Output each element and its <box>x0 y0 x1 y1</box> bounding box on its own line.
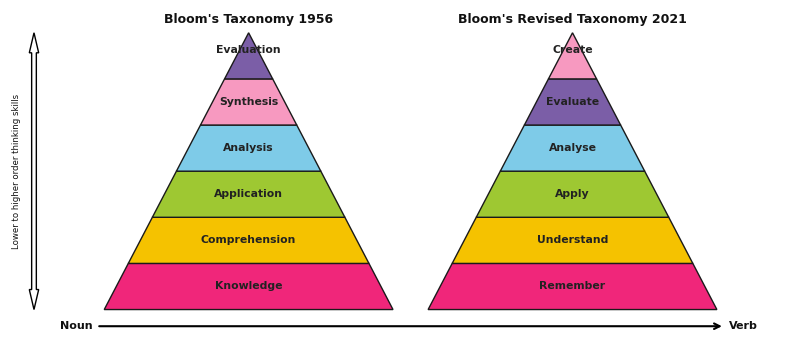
Text: Knowledge: Knowledge <box>215 281 282 292</box>
Text: Remember: Remember <box>539 281 605 292</box>
Text: Comprehension: Comprehension <box>201 235 296 245</box>
Text: Verb: Verb <box>729 321 758 331</box>
Text: Lower to higher order thinking skills: Lower to higher order thinking skills <box>13 94 21 249</box>
Polygon shape <box>128 217 369 263</box>
Polygon shape <box>524 79 621 125</box>
Text: Analysis: Analysis <box>223 143 274 153</box>
Polygon shape <box>501 125 645 171</box>
Polygon shape <box>105 263 393 310</box>
Text: Analyse: Analyse <box>549 143 597 153</box>
Text: Bloom's Revised Taxonomy 2021: Bloom's Revised Taxonomy 2021 <box>458 13 687 26</box>
Polygon shape <box>29 33 39 310</box>
Text: Evaluation: Evaluation <box>216 45 281 55</box>
Polygon shape <box>225 33 273 79</box>
Polygon shape <box>200 79 297 125</box>
Text: Apply: Apply <box>555 189 590 199</box>
Polygon shape <box>549 33 597 79</box>
Text: Evaluate: Evaluate <box>546 97 599 107</box>
Text: Understand: Understand <box>537 235 608 245</box>
Polygon shape <box>476 171 669 217</box>
Polygon shape <box>452 217 692 263</box>
Polygon shape <box>152 171 345 217</box>
Text: Create: Create <box>553 45 593 55</box>
Polygon shape <box>428 263 717 310</box>
Text: Bloom's Taxonomy 1956: Bloom's Taxonomy 1956 <box>164 13 333 26</box>
Text: Noun: Noun <box>60 321 93 331</box>
Polygon shape <box>176 125 321 171</box>
Text: Application: Application <box>214 189 283 199</box>
Text: Synthesis: Synthesis <box>219 97 278 107</box>
